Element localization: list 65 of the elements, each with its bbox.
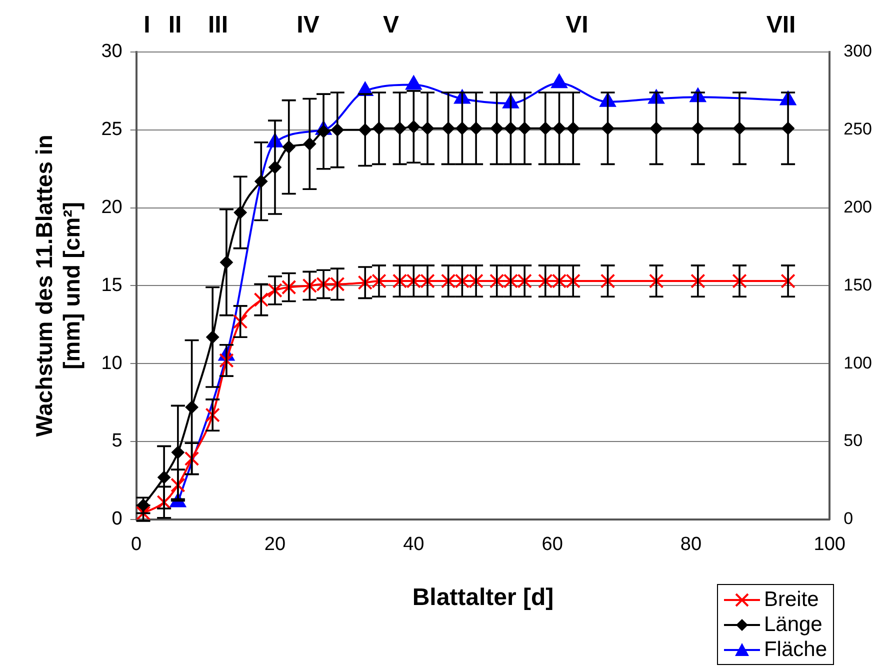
point	[330, 276, 345, 292]
y2-tick-label: 50	[844, 431, 863, 450]
point	[420, 274, 435, 288]
y2-tick-label: 0	[844, 509, 854, 528]
text: I	[144, 12, 150, 39]
x-tick-label: 40	[403, 534, 424, 556]
text: V	[382, 12, 400, 39]
point	[454, 274, 470, 288]
point	[440, 274, 456, 288]
y-axis-title: Wachstum des 11.Blattes in [mm] und [cm²]	[31, 134, 85, 437]
text: VI	[566, 12, 588, 39]
point	[552, 274, 567, 288]
text: IV	[296, 12, 320, 39]
x-tick-label: 60	[542, 534, 563, 556]
y-tick-label: 5	[112, 430, 122, 452]
legend-label: Länge	[764, 612, 822, 637]
point	[648, 274, 664, 288]
point	[600, 274, 616, 288]
y2-tick-label: 100	[844, 353, 872, 372]
point	[156, 494, 172, 510]
y-tick-label: 15	[101, 274, 122, 296]
y-tick-label: 0	[112, 508, 122, 530]
point	[690, 274, 706, 288]
point	[538, 274, 553, 288]
text: VII	[766, 12, 796, 39]
point	[372, 274, 386, 288]
y2-tick-label: 250	[844, 120, 872, 139]
y-tick-label: 30	[101, 41, 122, 62]
y-tick-label: 20	[101, 197, 122, 218]
legend-label: Breite	[764, 587, 819, 612]
x-tick-label: 80	[680, 534, 702, 556]
point	[358, 275, 372, 290]
point	[205, 408, 220, 422]
text: III	[208, 12, 228, 39]
x-tick-label: 20	[264, 534, 286, 556]
point	[316, 276, 331, 292]
point	[219, 353, 234, 368]
point	[170, 478, 186, 492]
x-axis-title: Blattalter [d]	[412, 584, 554, 612]
point	[232, 314, 248, 329]
point	[406, 274, 422, 288]
point	[254, 292, 268, 308]
point	[184, 451, 200, 466]
y2-tick-label: 150	[844, 275, 872, 294]
point	[489, 274, 504, 288]
point	[566, 274, 580, 288]
x-tick-label: 0	[131, 534, 142, 556]
point	[281, 280, 296, 295]
y-tick-label: 10	[101, 352, 122, 374]
legend-label: Fläche	[764, 637, 827, 662]
point	[780, 274, 796, 288]
point	[392, 274, 408, 288]
point	[405, 75, 422, 90]
y-tick-label: 25	[101, 119, 122, 140]
point	[268, 283, 282, 298]
point	[517, 274, 532, 288]
text: II	[168, 12, 182, 39]
y2-tick-label: 200	[844, 197, 872, 216]
point	[550, 74, 568, 88]
point	[503, 274, 518, 288]
x-tick-label: 100	[814, 534, 846, 556]
y2-tick-label: 300	[844, 42, 872, 61]
point	[468, 274, 484, 288]
point	[732, 274, 747, 288]
point	[302, 278, 318, 294]
